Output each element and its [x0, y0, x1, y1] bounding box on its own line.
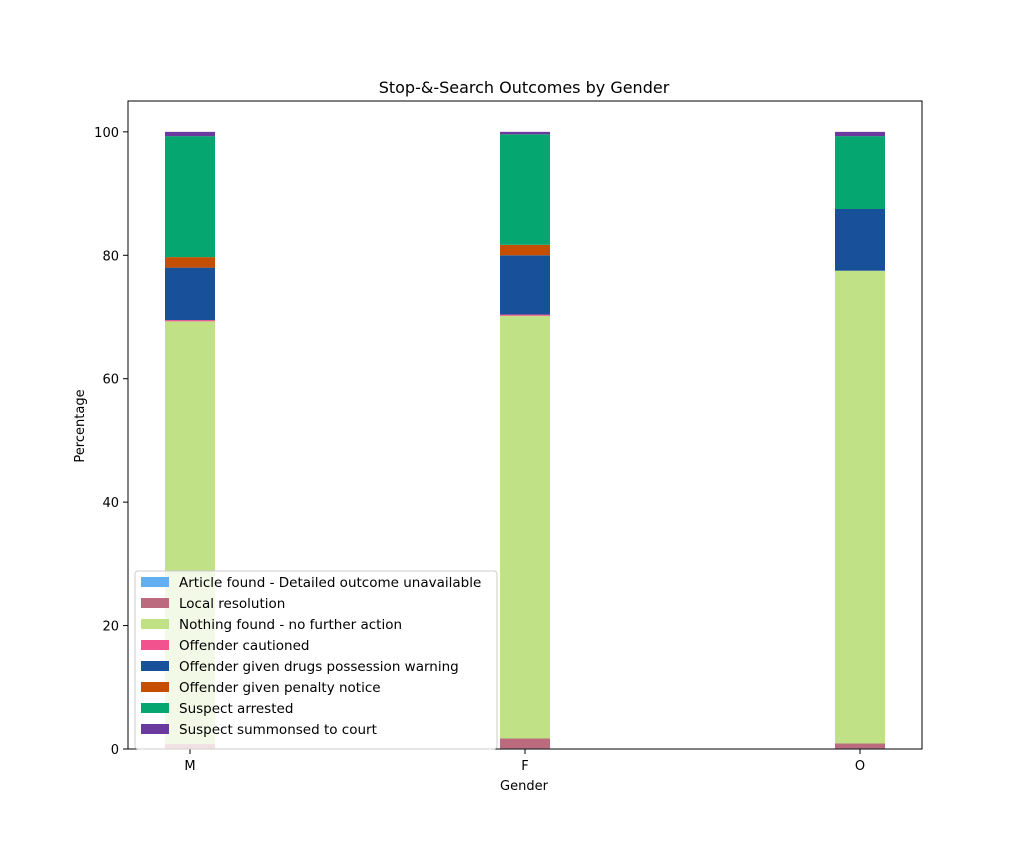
y-tick-label: 40: [102, 496, 119, 511]
legend-label: Article found - Detailed outcome unavail…: [179, 575, 481, 591]
legend-swatch: [141, 577, 169, 587]
bar-segment-o-7: [835, 131, 885, 137]
legend-label: Local resolution: [179, 596, 285, 612]
bar-segment-m-7: [165, 131, 215, 137]
bar-segment-m-5: [165, 257, 215, 268]
bar-segment-o-1: [835, 743, 885, 749]
bar-segment-f-2: [500, 315, 550, 739]
legend-label: Offender given drugs possession warning: [179, 659, 459, 675]
legend: Article found - Detailed outcome unavail…: [134, 570, 498, 750]
y-tick-label: 20: [102, 620, 119, 635]
legend-swatch: [141, 640, 169, 650]
x-axis-label: Gender: [500, 779, 549, 794]
bar-segment-f-5: [500, 244, 550, 256]
legend-label: Offender given penalty notice: [179, 680, 381, 696]
legend-label: Nothing found - no further action: [179, 617, 402, 633]
bar-segment-f-1: [500, 738, 550, 749]
y-axis-ticks: 0 20 40 60 80 100: [94, 126, 128, 758]
bar-segment-m-4: [165, 267, 215, 321]
y-tick-label: 80: [102, 249, 119, 264]
legend-box: [134, 570, 498, 750]
bar-segment-o-2: [835, 270, 885, 744]
legend-swatch: [141, 661, 169, 671]
bars-group: [165, 131, 885, 749]
bar-segment-m-3: [165, 320, 215, 322]
y-axis-label: Percentage: [73, 389, 88, 462]
legend-swatch: [141, 682, 169, 692]
legend-label: Suspect summonsed to court: [179, 722, 377, 738]
y-tick-label: 60: [102, 373, 119, 388]
legend-swatch: [141, 724, 169, 734]
bar-segment-o-4: [835, 209, 885, 271]
bar-segment-m-6: [165, 136, 215, 258]
bar-segment-f-4: [500, 255, 550, 315]
legend-swatch: [141, 619, 169, 629]
bar-segment-o-6: [835, 136, 885, 209]
y-tick-label: 100: [94, 126, 119, 141]
legend-swatch: [141, 703, 169, 713]
x-tick-label: F: [521, 759, 528, 774]
y-tick-label: 0: [111, 743, 119, 758]
bar-segment-f-3: [500, 314, 550, 316]
x-tick-label: O: [855, 759, 865, 774]
bar-segment-f-6: [500, 134, 550, 245]
x-tick-label: M: [184, 759, 195, 774]
legend-swatch: [141, 598, 169, 608]
legend-label: Offender cautioned: [179, 638, 310, 654]
bar-segment-f-7: [500, 131, 550, 135]
legend-label: Suspect arrested: [179, 701, 293, 717]
chart-title: Stop-&-Search Outcomes by Gender: [379, 78, 670, 97]
